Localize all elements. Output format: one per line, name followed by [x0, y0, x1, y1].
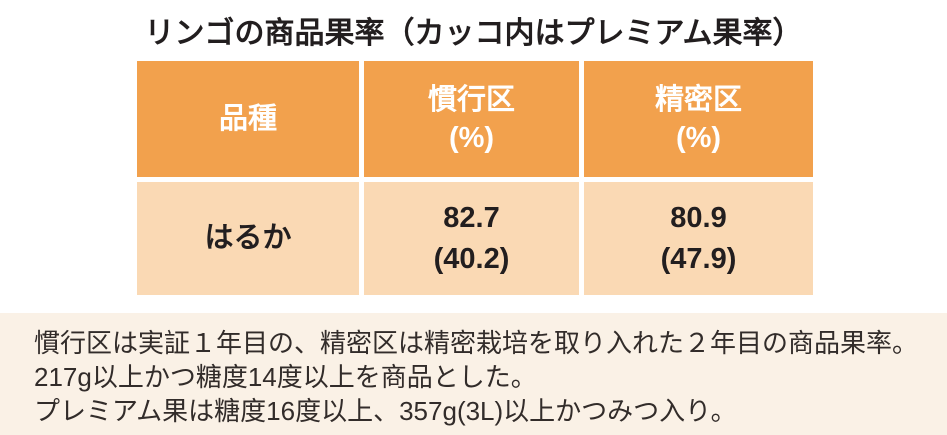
footnote-line-2: 217g以上かつ糖度14度以上を商品とした。: [34, 362, 537, 392]
figure-title: リンゴの商品果率（カッコ内はプレミアム果率）: [144, 17, 803, 50]
footnote-line-3: プレミアム果は糖度16度以上、357g(3L)以上かつみつ入り。: [34, 396, 737, 426]
header-cell-variety: 品種: [137, 61, 359, 177]
rate-value: 80.9: [670, 201, 727, 234]
footnote-line-1: 慣行区は実証１年目の、精密区は精密栽培を取り入れた２年目の商品果率。: [34, 328, 919, 358]
header-cell-conventional: 慣行区 (%): [364, 61, 579, 177]
cell-variety-name: はるか: [137, 182, 359, 295]
header-label: 精密区: [654, 84, 742, 116]
header-unit: (%): [448, 122, 495, 154]
variety-name: はるか: [204, 222, 292, 254]
footnotes-block: 慣行区は実証１年目の、精密区は精密栽培を取り入れた２年目の商品果率。 217g以…: [0, 313, 947, 435]
cell-conventional-value: 82.7 (40.2): [364, 182, 579, 295]
header-label: 品種: [218, 103, 277, 135]
premium-rate-value: (40.2): [433, 242, 510, 275]
premium-rate-value: (47.9): [660, 242, 737, 275]
fruit-rate-table: 品種 慣行区 (%) 精密区 (%) はるか 82.7 (40.2) 80.9 …: [137, 61, 813, 295]
header-cell-precision: 精密区 (%): [584, 61, 813, 177]
rate-value: 82.7: [443, 201, 500, 234]
header-label: 慣行区: [427, 84, 515, 116]
cell-precision-value: 80.9 (47.9): [584, 182, 813, 295]
header-unit: (%): [675, 122, 722, 154]
